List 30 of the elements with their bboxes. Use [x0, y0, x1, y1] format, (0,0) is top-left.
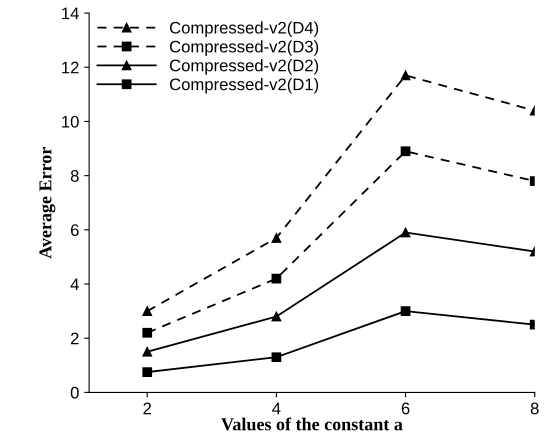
- point: [400, 228, 410, 238]
- y-tick-label: 6: [70, 224, 79, 236]
- y-tick-label: 10: [62, 116, 79, 128]
- x-tick-label: 2: [143, 402, 152, 414]
- point: [272, 274, 282, 284]
- legend-label: Compressed-v2(D2): [170, 59, 318, 75]
- x-tick-label: 4: [272, 402, 281, 414]
- y-tick-label: 0: [70, 386, 79, 399]
- y-tick-label: 4: [70, 278, 79, 290]
- point: [400, 146, 410, 156]
- y-tick-label: 8: [70, 170, 79, 182]
- point: [400, 306, 410, 316]
- point: [272, 312, 282, 322]
- x-tick-label: 8: [530, 402, 539, 414]
- x-axis-title: Values of the constant a: [221, 417, 403, 430]
- point: [272, 352, 282, 362]
- legend-label: Compressed-v2(D3): [170, 40, 318, 56]
- legend-label: Compressed-v2(D4): [170, 21, 318, 37]
- point: [142, 367, 152, 377]
- x-tick-label: 6: [402, 402, 410, 414]
- y-tick-label: 2: [70, 332, 79, 344]
- point: [272, 233, 282, 243]
- y-tick-label: 14: [62, 8, 79, 20]
- legend-label: Compressed-v2(D1): [170, 78, 318, 94]
- point: [400, 70, 410, 80]
- point: [142, 328, 152, 338]
- point: [142, 346, 152, 357]
- y-axis-title: Average Error: [39, 147, 56, 259]
- y-tick-label: 12: [62, 62, 79, 74]
- point: [142, 306, 152, 316]
